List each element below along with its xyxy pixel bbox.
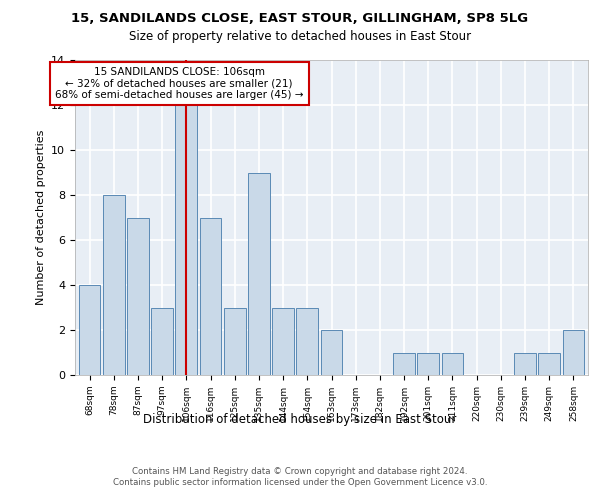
Bar (296, 308, 318, 375)
Bar (514, 352, 536, 375)
Bar (418, 352, 439, 375)
Text: Distribution of detached houses by size in East Stour: Distribution of detached houses by size … (143, 412, 457, 426)
Text: 15 SANDILANDS CLOSE: 106sqm
← 32% of detached houses are smaller (21)
68% of sem: 15 SANDILANDS CLOSE: 106sqm ← 32% of det… (55, 66, 304, 100)
Bar (224, 308, 245, 375)
Bar (175, 105, 197, 375)
Text: Contains HM Land Registry data © Crown copyright and database right 2024.
Contai: Contains HM Land Registry data © Crown c… (113, 468, 487, 487)
Bar (79, 285, 100, 375)
Bar (103, 195, 125, 375)
Text: 15, SANDILANDS CLOSE, EAST STOUR, GILLINGHAM, SP8 5LG: 15, SANDILANDS CLOSE, EAST STOUR, GILLIN… (71, 12, 529, 26)
Bar (563, 330, 584, 375)
Bar (442, 352, 463, 375)
Bar (393, 352, 415, 375)
Text: Size of property relative to detached houses in East Stour: Size of property relative to detached ho… (129, 30, 471, 43)
Bar (248, 172, 270, 375)
Bar (200, 218, 221, 375)
Bar (320, 330, 343, 375)
Bar (127, 218, 149, 375)
Bar (151, 308, 173, 375)
Bar (272, 308, 294, 375)
Bar (538, 352, 560, 375)
Y-axis label: Number of detached properties: Number of detached properties (35, 130, 46, 305)
